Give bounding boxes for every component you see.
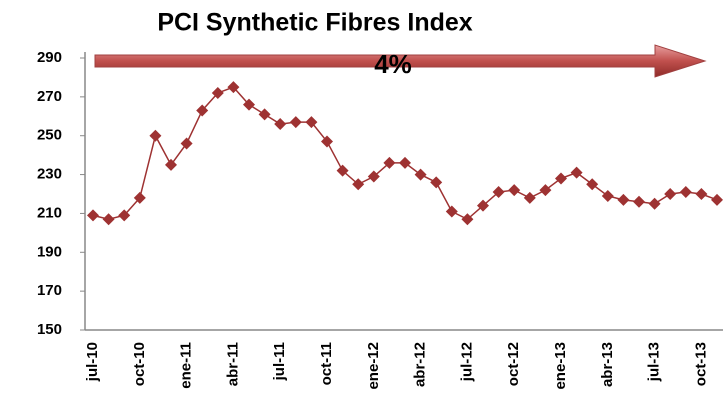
y-tick-label: 250: [37, 127, 62, 144]
data-point: [367, 170, 380, 183]
data-point: [477, 199, 489, 212]
x-tick-label: oct-12: [505, 342, 522, 386]
data-point: [570, 166, 583, 179]
x-tick-label: jul-11: [271, 342, 288, 381]
y-tick-label: 290: [37, 49, 62, 66]
x-tick-label: abr-11: [224, 342, 241, 386]
data-point: [461, 213, 474, 226]
data-point: [414, 168, 427, 181]
data-point: [258, 108, 271, 121]
data-point: [679, 186, 692, 199]
data-point: [149, 129, 162, 142]
data-point: [555, 172, 567, 185]
data-point: [336, 164, 349, 177]
data-point: [539, 184, 552, 197]
data-point: [633, 195, 645, 208]
data-point: [523, 191, 536, 204]
data-point: [664, 188, 677, 200]
data-point: [118, 209, 131, 222]
x-tick-label: ene-13: [552, 342, 569, 390]
x-tick-label: abr-13: [599, 342, 616, 387]
data-point: [352, 178, 365, 191]
data-point: [180, 137, 193, 150]
data-point: [711, 193, 723, 206]
y-tick-label: 230: [37, 166, 62, 183]
x-tick-label: oct-13: [692, 342, 709, 386]
data-point: [617, 193, 630, 206]
y-tick-label: 150: [37, 321, 62, 338]
data-point: [492, 186, 505, 199]
data-point: [227, 81, 240, 94]
y-tick-label: 170: [37, 282, 62, 299]
data-point: [508, 184, 521, 197]
x-tick-label: jul-13: [646, 342, 663, 382]
x-tick-label: ene-11: [178, 342, 195, 389]
x-tick-label: jul-10: [84, 342, 101, 382]
data-point: [695, 188, 708, 200]
x-tick-label: jul-12: [458, 342, 475, 382]
y-tick-label: 270: [37, 88, 62, 105]
data-point: [383, 156, 396, 169]
trend-arrow: [94, 44, 707, 78]
chart-title: PCI Synthetic Fibres Index: [157, 9, 472, 37]
data-point: [399, 156, 411, 169]
data-point: [274, 118, 287, 131]
data-point: [601, 189, 614, 202]
data-point: [289, 116, 302, 129]
data-point: [305, 116, 318, 129]
data-point: [165, 158, 177, 171]
x-tick-label: ene-12: [365, 342, 382, 390]
data-point: [586, 178, 599, 191]
data-point: [196, 104, 209, 117]
data-point: [430, 176, 443, 189]
x-tick-label: oct-10: [131, 342, 148, 386]
data-point: [102, 213, 115, 226]
data-point: [648, 197, 661, 210]
data-point: [243, 98, 255, 111]
data-point: [87, 209, 99, 222]
data-point: [211, 86, 224, 99]
data-point: [445, 205, 458, 218]
data-point: [321, 135, 333, 148]
x-tick-label: oct-11: [318, 342, 335, 385]
annotation: 4%: [374, 49, 412, 79]
x-tick-label: abr-12: [412, 342, 429, 387]
y-tick-label: 190: [37, 243, 62, 260]
y-tick-label: 210: [37, 204, 62, 221]
data-point: [133, 191, 146, 204]
